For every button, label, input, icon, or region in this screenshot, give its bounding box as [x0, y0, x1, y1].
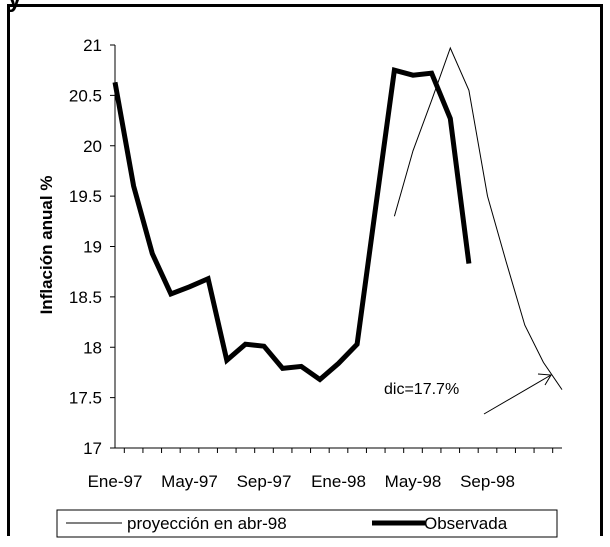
annotation-arrow-head: [537, 373, 552, 386]
y-axis-label: Inflación anual %: [37, 176, 56, 315]
y-tick-label: 20: [83, 137, 102, 156]
y-tick-label: 18.5: [69, 288, 102, 307]
series-line-proyeccion: [393, 46, 563, 390]
x-tick-label: Ene-97: [88, 472, 143, 491]
y-tick-label: 19.5: [69, 187, 102, 206]
chart-frame: [7, 4, 603, 536]
x-tick-label: Ene-98: [311, 472, 366, 491]
legend-label: proyección en abr-98: [127, 514, 287, 533]
annotation-arrow-line: [483, 374, 552, 415]
annotation: dic=17.7%: [384, 373, 552, 415]
y-tick-label: 20.5: [69, 86, 102, 105]
y-tick-label: 17: [83, 439, 102, 458]
y-tick-label: 17.5: [69, 389, 102, 408]
x-tick-label: Sep-97: [237, 472, 292, 491]
y-tick-label: 19: [83, 238, 102, 257]
annotation-text: dic=17.7%: [384, 381, 459, 398]
y-tick-label: 18: [83, 338, 102, 357]
y-tick-label: 21: [83, 36, 102, 55]
x-tick-label: May-98: [385, 472, 442, 491]
legend-box: [56, 509, 558, 538]
legend-label: Observada: [424, 514, 508, 533]
x-tick-label: Sep-98: [460, 472, 515, 491]
series-line-observada: [112, 67, 472, 383]
x-tick-label: May-97: [161, 472, 218, 491]
